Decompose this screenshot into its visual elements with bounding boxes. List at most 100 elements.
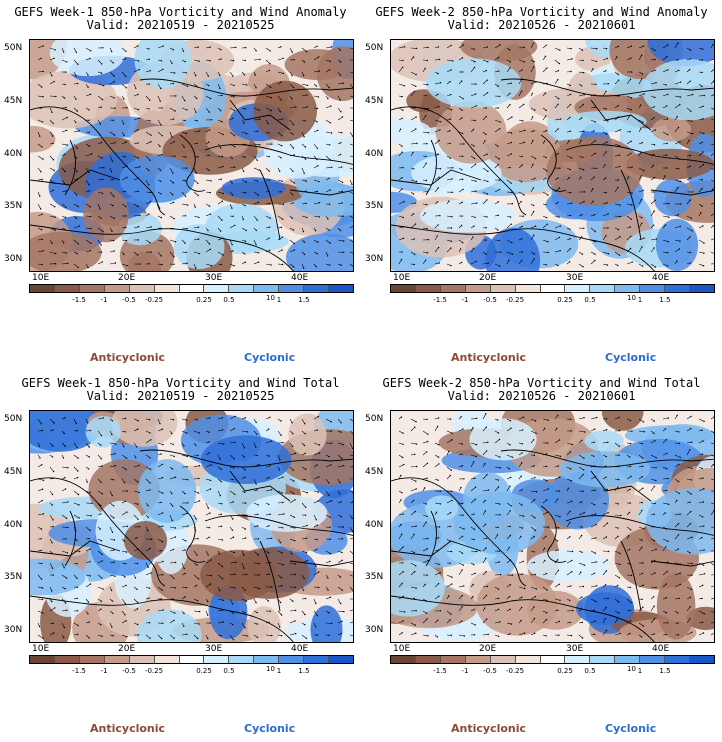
wind-arrow-head [102,588,104,590]
wind-arrow-head [702,48,704,50]
wind-arrow [73,59,79,65]
wind-arrow-head [676,414,678,417]
wind-arrow [686,632,692,636]
wind-arrow-head [415,421,417,423]
wind-arrow-head [125,87,128,89]
wind-arrow-head [449,81,451,83]
wind-arrow [674,141,681,145]
wind-arrow-head [257,261,260,263]
wind-arrow [698,239,705,244]
wind-arrow-head [532,116,534,118]
wind-arrow [674,127,679,133]
wind-arrow-head [583,511,585,514]
wind-arrow [662,69,668,73]
wind-arrow-head [642,465,644,467]
wind-arrow-head [497,419,499,421]
wind-arrow [590,513,596,516]
wind-arrow-head [474,163,477,165]
wind-arrow [337,179,343,183]
wind-arrow [578,263,584,267]
wind-arrow-head [51,111,53,114]
wind-arrow [542,598,548,601]
wind-arrow [710,610,714,613]
colorbar-swatch [415,656,441,663]
wind-arrow-head [543,547,546,549]
wind-arrow-head [221,155,224,158]
wind-arrow [398,259,402,265]
wind-arrow-head [282,442,284,444]
wind-arrow [602,251,609,255]
wind-arrow-head [414,624,416,626]
coastline [204,144,353,165]
wind-arrow [482,153,488,157]
wind-arrow-head [450,44,452,47]
wind-arrow [494,57,499,61]
wind-arrow-head [677,622,679,624]
wind-arrow-head [198,60,200,62]
wind-arrow-head [606,559,608,561]
wind-arrow-head [425,155,427,158]
wind-arrow-head [52,445,54,447]
vorticity-region [642,59,714,121]
wind-arrow-head [221,200,224,202]
coastline [391,224,655,271]
wind-arrow-head [160,598,162,600]
wind-arrow-head [257,513,259,516]
wind-arrow-head [77,205,79,208]
wind-arrow [590,561,597,564]
wind-arrow-head [40,107,42,109]
wind-arrow-head [547,488,550,490]
wind-arrow [253,215,258,221]
wind-arrow-head [581,596,583,598]
wind-arrow-head [510,153,513,155]
wind-arrow [518,47,525,49]
wind-arrow [241,442,245,449]
wind-arrow [73,418,77,424]
wind-arrow-head [668,216,670,218]
wind-arrow-head [713,212,714,214]
wind-arrow-head [270,489,273,491]
wind-arrow-head [630,57,632,59]
wind-arrow-head [303,577,305,580]
wind-arrow-head [76,430,79,432]
wind-arrow-head [450,93,452,96]
wind-arrow-head [198,610,201,613]
wind-arrow-head [124,417,127,420]
wind-arrow [650,572,656,576]
wind-arrow [614,562,620,565]
wind-arrow [674,81,681,85]
wind-arrow [578,454,585,459]
panel-valid-date: Valid: 20210526 - 20210601 [447,389,636,403]
wind-arrow-head [473,528,476,531]
wind-arrow-head [305,468,307,471]
wind-arrow [349,609,353,612]
wind-arrow-head [714,181,715,182]
wind-arrow-head [281,236,284,238]
wind-arrow-head [268,237,270,239]
wind-arrow-head [76,194,78,196]
wind-arrow [253,191,259,196]
wind-arrow [578,586,584,588]
vorticity-region [117,212,163,246]
wind-arrow-head [174,72,176,74]
wind-arrow-head [630,97,633,99]
wind-arrow-head [124,500,126,503]
colorbar-swatch [590,656,616,663]
wind-arrow-head [667,44,669,46]
wind-arrow-head [139,263,141,265]
wind-arrow-head [558,620,560,623]
wind-arrow-head [400,474,402,477]
wind-arrow-head [509,444,511,446]
wind-arrow-head [342,215,344,217]
wind-arrow-head [318,571,320,573]
wind-arrow-head [701,205,703,207]
wind-arrow [109,215,115,219]
colorbar-swatch [640,656,666,663]
wind-arrow-head [303,75,305,77]
lon-label-30e: 30E [566,644,584,654]
wind-arrow-head [569,621,571,624]
colorbar-tick-label: -1 [100,296,108,304]
wind-arrow-head [291,74,293,77]
wind-arrow-head [150,141,152,143]
wind-arrow-head [415,443,418,445]
